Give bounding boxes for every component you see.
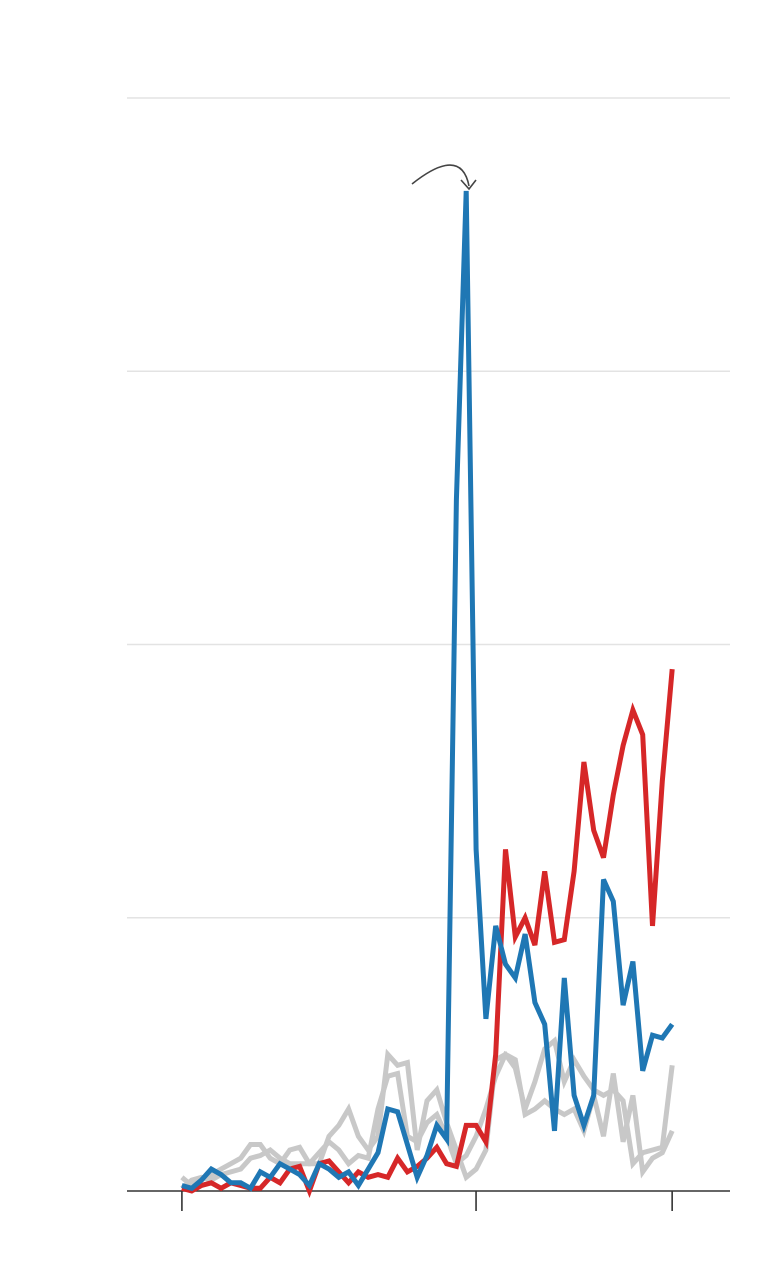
annotation-arrow — [411, 164, 470, 187]
series-line — [181, 190, 675, 1192]
annotation-arrowhead — [460, 179, 477, 191]
series-line — [180, 1036, 675, 1189]
series-line — [180, 1050, 675, 1191]
